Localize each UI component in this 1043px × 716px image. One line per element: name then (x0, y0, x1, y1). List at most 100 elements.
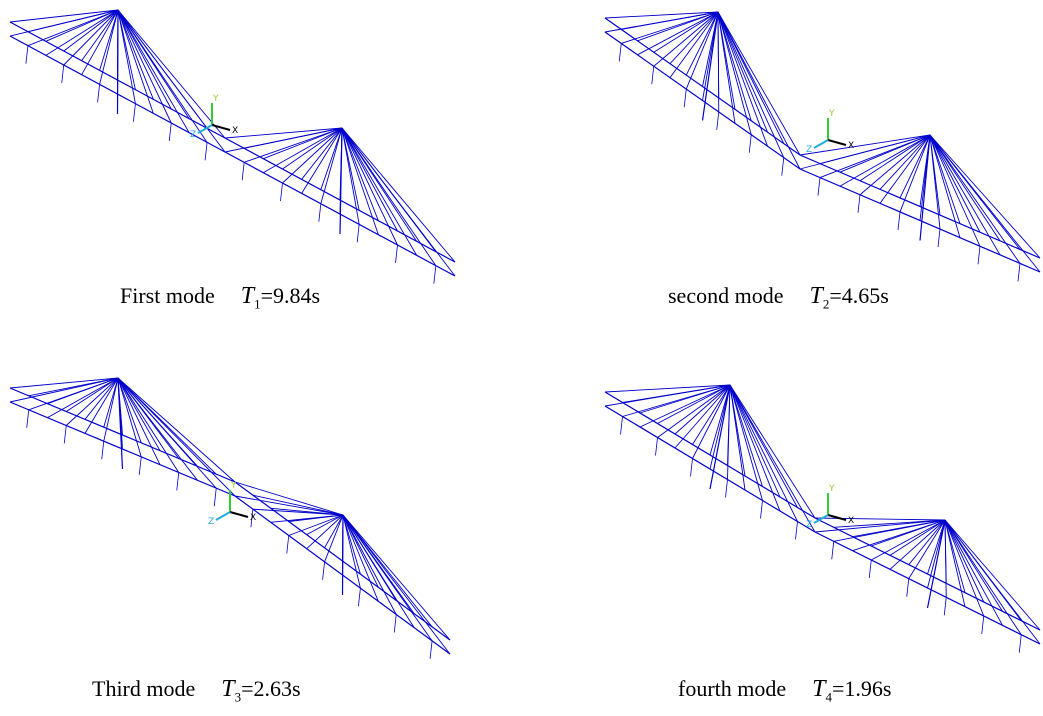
cable (929, 134, 1041, 259)
cable (341, 127, 456, 277)
cable (341, 127, 418, 256)
cable (342, 514, 361, 589)
cable (929, 134, 941, 230)
cable (117, 377, 236, 497)
cable (306, 514, 344, 536)
cable (604, 11, 719, 19)
deck (9, 35, 456, 277)
cable (859, 134, 931, 196)
axis-y-label: Y (230, 481, 237, 491)
cable (244, 127, 343, 163)
cable (9, 377, 119, 389)
hanger (716, 111, 720, 130)
cable (282, 127, 343, 170)
hanger (655, 437, 658, 456)
cable (47, 377, 119, 419)
hanger (618, 43, 622, 62)
cable (341, 127, 398, 246)
hanger (101, 441, 105, 460)
cable (117, 9, 226, 153)
cable (117, 377, 180, 473)
mode-name: First mode (120, 283, 215, 308)
hanger (981, 615, 985, 635)
tower (701, 11, 719, 121)
axis-y-label: Y (212, 94, 219, 104)
cable (117, 377, 236, 483)
cable (717, 11, 752, 135)
subscript: 1 (254, 296, 261, 312)
hanger (429, 640, 433, 659)
cable (117, 9, 136, 104)
cable (944, 519, 966, 593)
hanger (318, 203, 322, 222)
hanger (897, 211, 901, 230)
cable (63, 9, 119, 52)
cable (341, 127, 379, 221)
mode-name: fourth mode (678, 676, 787, 701)
cable (927, 519, 946, 575)
hanger (97, 84, 100, 103)
axis-z-label: Z (806, 520, 812, 530)
cable (306, 514, 344, 549)
cable (117, 9, 172, 124)
cable (729, 384, 763, 501)
cable (637, 11, 719, 56)
cable (117, 9, 154, 114)
hanger (690, 458, 693, 477)
cable (833, 519, 946, 528)
symbol: T (221, 676, 235, 702)
hanger (393, 614, 397, 633)
cable (944, 519, 1022, 635)
cable (944, 519, 985, 603)
cable (889, 519, 946, 570)
cable (879, 134, 931, 204)
cable (224, 127, 343, 139)
axis-z-label: Z (806, 145, 812, 155)
cable (324, 514, 344, 562)
subscript: 3 (234, 689, 242, 705)
cable (717, 11, 785, 158)
symbol: T (240, 283, 255, 309)
hanger (26, 409, 30, 428)
cable (908, 519, 946, 565)
cable (717, 11, 720, 112)
cable (819, 134, 931, 165)
axis-y-label: Y (828, 484, 835, 494)
cable (929, 134, 961, 224)
cable (717, 11, 736, 124)
hanger (280, 182, 283, 202)
cable (117, 377, 198, 481)
cable (639, 384, 731, 428)
cable (301, 127, 343, 180)
hanger (133, 103, 136, 122)
cable (899, 134, 931, 199)
caption: First mode T1=9.84s (120, 283, 320, 312)
cable (341, 127, 437, 266)
cable (341, 127, 398, 232)
cable (9, 9, 119, 23)
cable (301, 127, 343, 194)
hanger (358, 588, 361, 607)
hanger (937, 229, 941, 248)
period: =9.84s (260, 283, 321, 308)
hanger (817, 177, 821, 196)
cable (117, 9, 190, 133)
cable (117, 9, 154, 100)
cable (45, 9, 119, 42)
cable (66, 377, 119, 412)
axis-z (215, 511, 231, 521)
cable (103, 377, 119, 442)
axis-z (813, 514, 829, 524)
cable (117, 377, 142, 443)
cable (899, 134, 931, 213)
cable (944, 519, 947, 598)
cable (99, 9, 119, 85)
cable (342, 514, 451, 641)
cable (339, 127, 343, 215)
hanger (168, 122, 172, 142)
cable (729, 384, 763, 487)
axis-x (827, 514, 847, 521)
cable (288, 514, 344, 522)
cable (879, 134, 931, 190)
cable (81, 9, 119, 75)
